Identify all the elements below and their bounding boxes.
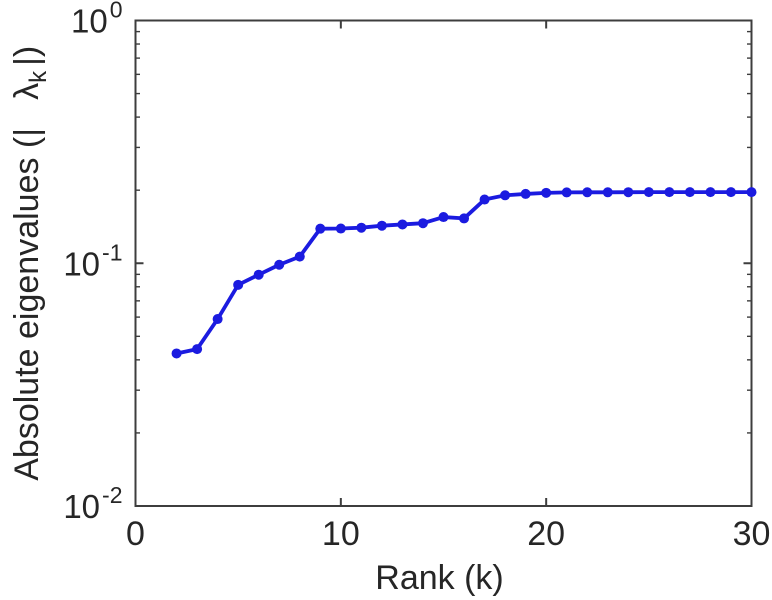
data-point (274, 259, 285, 270)
y-tick-exponent: -2 (102, 482, 122, 508)
y-tick-label: 10-1 (63, 239, 122, 282)
data-points (171, 187, 757, 359)
y-tick-base: 10 (71, 3, 108, 40)
data-point (315, 223, 326, 234)
data-point (192, 344, 203, 355)
data-point (335, 223, 346, 234)
x-axis-label: Rank (k) (375, 559, 503, 597)
data-point (746, 187, 757, 198)
data-point (356, 222, 367, 233)
data-point (212, 314, 223, 325)
lambda-symbol: λ (8, 83, 46, 100)
data-point (705, 187, 716, 198)
data-point (294, 251, 305, 262)
y-tick-base: 10 (63, 488, 100, 525)
data-point (500, 190, 511, 201)
data-point (438, 212, 449, 223)
data-point (582, 187, 593, 198)
data-point (623, 187, 634, 198)
data-point (376, 220, 387, 231)
data-point (253, 269, 264, 280)
x-tick-label: 20 (527, 515, 565, 553)
data-point (459, 213, 470, 224)
lambda-subscript: k (25, 70, 52, 83)
data-point (479, 194, 490, 205)
x-tick-label: 30 (733, 515, 771, 553)
data-point (541, 187, 552, 198)
data-point (561, 187, 572, 198)
y-tick-exponent: 0 (110, 0, 123, 23)
data-point (417, 218, 428, 229)
data-point (664, 187, 675, 198)
major-ticks (134, 19, 753, 507)
y-axis-label: Absolute eigenvalues (| λk |) (8, 46, 52, 481)
data-point (725, 187, 736, 198)
data-point (684, 187, 695, 198)
y-tick-label: 10-2 (63, 482, 122, 525)
y-tick-exponent: -1 (102, 239, 122, 265)
minor-ticks (135, 30, 752, 434)
data-point (171, 348, 182, 359)
x-tick-label: 10 (322, 515, 360, 553)
data-point (520, 188, 531, 199)
data-point (397, 219, 408, 230)
x-tick-label: 0 (126, 515, 145, 553)
y-label-prefix: Absolute eigenvalues (| (8, 128, 46, 481)
data-point (643, 187, 654, 198)
y-label-suffix: |) (8, 46, 46, 66)
data-point (233, 279, 244, 290)
y-tick-label: 100 (71, 0, 123, 40)
y-tick-base: 10 (63, 245, 100, 282)
data-point (602, 187, 613, 198)
